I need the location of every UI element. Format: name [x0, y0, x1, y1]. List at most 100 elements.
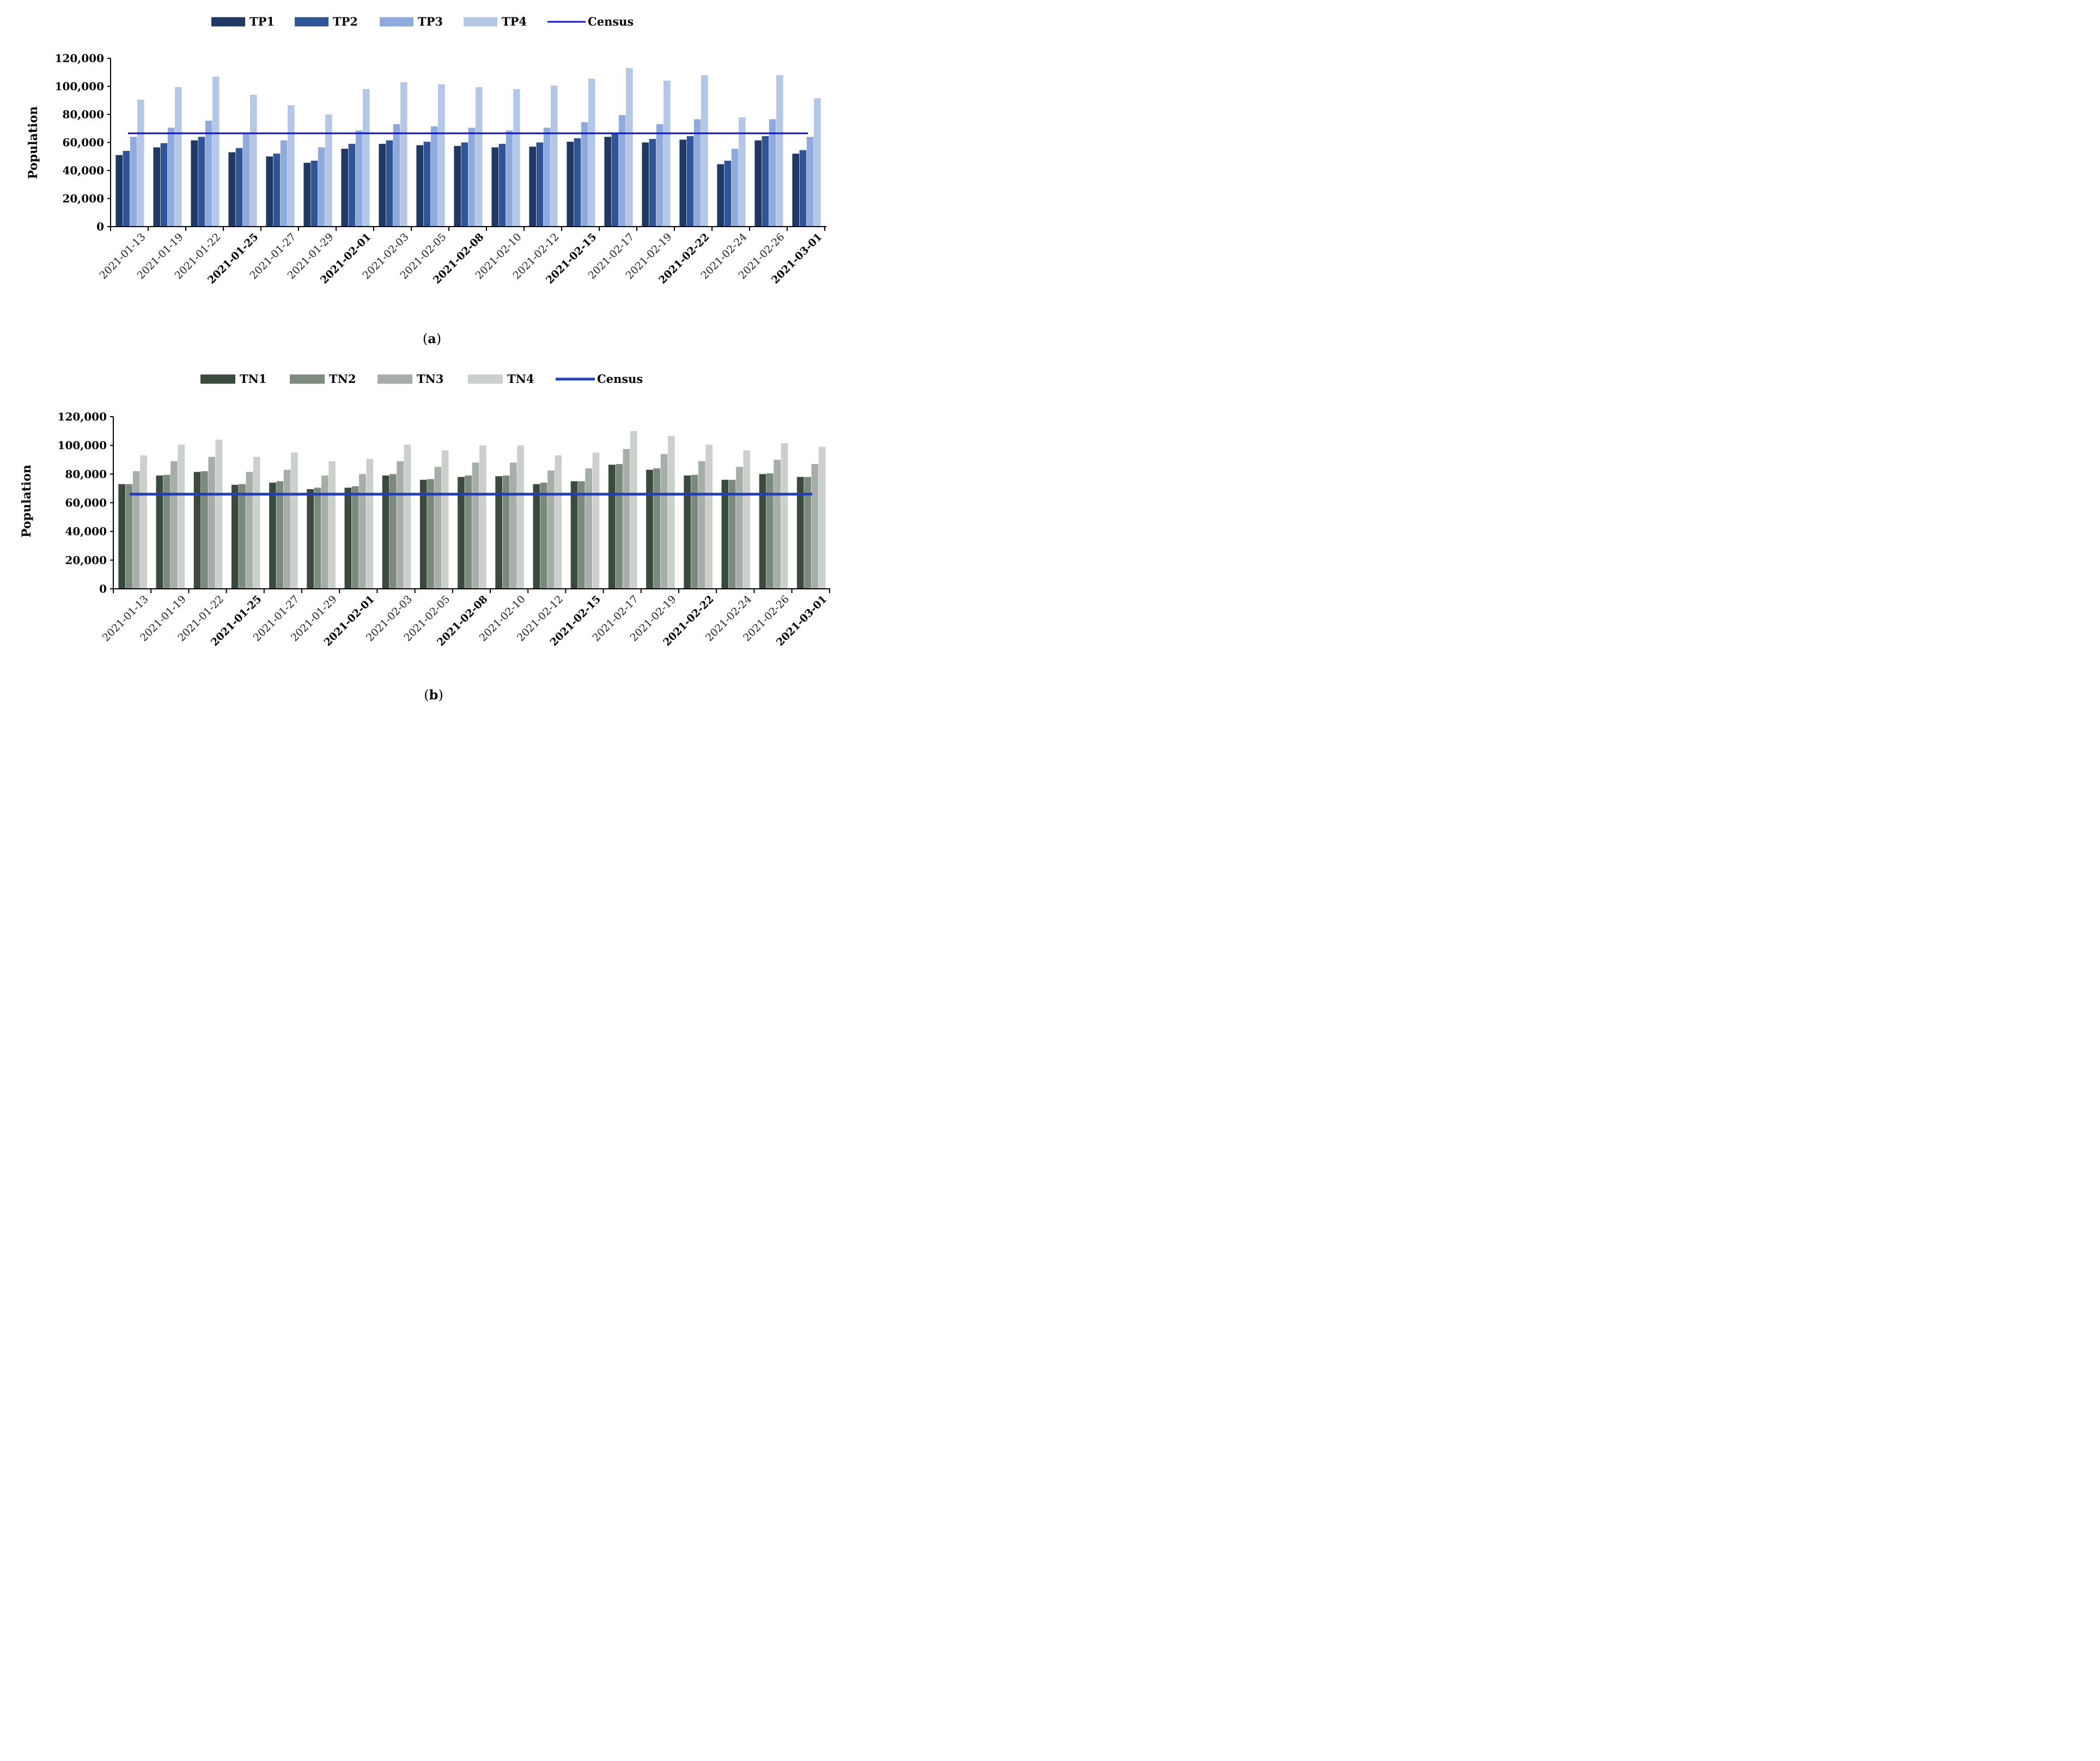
legend-label-tp3: TP3 — [418, 15, 443, 28]
bar-tn4 — [592, 452, 600, 589]
figure: TP1 TP2 TP3 TP4 Census Population 0 20,000 40,… — [20, 15, 830, 703]
bar-tp4 — [701, 75, 708, 227]
bar-tn1 — [156, 475, 163, 589]
bar-tn4 — [479, 445, 486, 589]
bar-tp3 — [318, 147, 325, 227]
bar-tp2 — [423, 142, 431, 227]
bar-tp1 — [642, 142, 649, 227]
bar-tp2 — [536, 142, 544, 227]
bar-tn2 — [766, 473, 774, 589]
bar-tp2 — [686, 136, 694, 227]
bar-tp4 — [776, 75, 783, 227]
bar-tn4 — [517, 445, 524, 589]
bar-tp1 — [792, 154, 799, 227]
bar-tp1 — [529, 147, 536, 227]
bar-tp1 — [191, 140, 198, 227]
bar-tn2 — [502, 475, 510, 589]
bar-tp1 — [266, 156, 273, 227]
bar-tn1 — [231, 485, 239, 589]
bar-tn1 — [570, 481, 578, 589]
y-axis-label-b: Population — [20, 465, 34, 538]
y-tick-label: 80,000 — [62, 108, 104, 121]
bar-tn4 — [630, 431, 637, 589]
bar-tn1 — [533, 484, 540, 589]
bar-tp2 — [386, 140, 393, 227]
bar-tn2 — [465, 475, 472, 589]
bar-tn1 — [193, 472, 201, 589]
bar-tn4 — [291, 452, 298, 589]
bar-tp4 — [626, 68, 633, 227]
y-tick-label: 40,000 — [65, 525, 107, 538]
bar-tn2 — [314, 488, 321, 589]
bar-tn2 — [728, 479, 736, 589]
bar-tn1 — [458, 477, 465, 589]
bar-tp3 — [543, 127, 551, 227]
legend-swatch-tn3 — [378, 374, 412, 384]
bar-tn4 — [366, 459, 374, 589]
bar-tn3 — [321, 475, 328, 589]
bar-tp3 — [167, 127, 175, 227]
bar-tn2 — [389, 474, 397, 589]
legend-swatch-tp4 — [464, 17, 497, 27]
bar-tp2 — [311, 160, 318, 227]
plot-area-a: 020,00040,00060,00080,000100,000120,0002… — [55, 52, 826, 286]
legend-swatch-tn1 — [200, 374, 235, 384]
bar-tn2 — [653, 468, 661, 589]
bar-tp3 — [393, 124, 400, 227]
bar-tp4 — [814, 98, 821, 227]
bar-tp1 — [379, 144, 386, 227]
bar-tn3 — [132, 471, 140, 589]
bar-tn4 — [743, 450, 751, 589]
bar-tn4 — [215, 440, 223, 589]
legend-label-tp4: TP4 — [502, 15, 527, 28]
bar-tp1 — [754, 140, 762, 227]
bar-tn4 — [705, 444, 713, 589]
bar-tp3 — [506, 130, 513, 227]
bar-tn3 — [547, 470, 555, 589]
bar-tn1 — [721, 479, 729, 589]
bar-tp1 — [454, 145, 461, 227]
legend-label-tn3: TN3 — [417, 372, 443, 386]
bar-tn3 — [397, 461, 404, 589]
bar-tp1 — [491, 147, 498, 227]
bar-tn4 — [328, 461, 336, 589]
bar-tn4 — [555, 455, 562, 589]
bar-tp1 — [115, 155, 123, 227]
y-tick-label: 40,000 — [62, 164, 104, 177]
bar-tn1 — [307, 489, 314, 589]
legend-label-tp1: TP1 — [249, 15, 275, 28]
bar-tp3 — [242, 134, 250, 227]
bar-tn1 — [269, 483, 276, 589]
bar-tp2 — [461, 142, 468, 227]
panel-label-b: b — [429, 687, 439, 703]
bar-tp4 — [250, 94, 257, 227]
bar-tn2 — [540, 483, 547, 589]
bar-tn3 — [359, 474, 366, 589]
bar-tn4 — [668, 436, 675, 589]
panel-caption-a: (a) — [423, 331, 441, 346]
bar-tn4 — [253, 456, 260, 589]
y-tick-label: 0 — [99, 582, 107, 595]
legend-a: TP1 TP2 TP3 TP4 Census — [211, 15, 634, 28]
legend-label-census: Census — [597, 372, 643, 386]
bar-tn1 — [344, 488, 352, 589]
bar-tn3 — [171, 461, 178, 589]
bar-tp3 — [280, 140, 288, 227]
bar-tn2 — [804, 477, 811, 589]
bar-tn2 — [163, 474, 171, 589]
bar-tn4 — [178, 444, 185, 589]
bar-tp4 — [588, 78, 595, 227]
bar-tn1 — [796, 477, 804, 589]
bar-tn3 — [246, 472, 253, 589]
bar-tp3 — [468, 127, 476, 227]
bar-tp4 — [476, 87, 483, 227]
bar-tp2 — [574, 138, 581, 227]
bar-tn1 — [419, 479, 427, 589]
bar-tn2 — [427, 479, 434, 589]
bar-tn3 — [509, 462, 517, 589]
y-tick-label: 60,000 — [62, 136, 104, 149]
bar-tn1 — [382, 475, 389, 589]
bar-tn2 — [616, 464, 623, 589]
bar-tn2 — [125, 484, 133, 589]
bar-tn3 — [660, 454, 668, 589]
